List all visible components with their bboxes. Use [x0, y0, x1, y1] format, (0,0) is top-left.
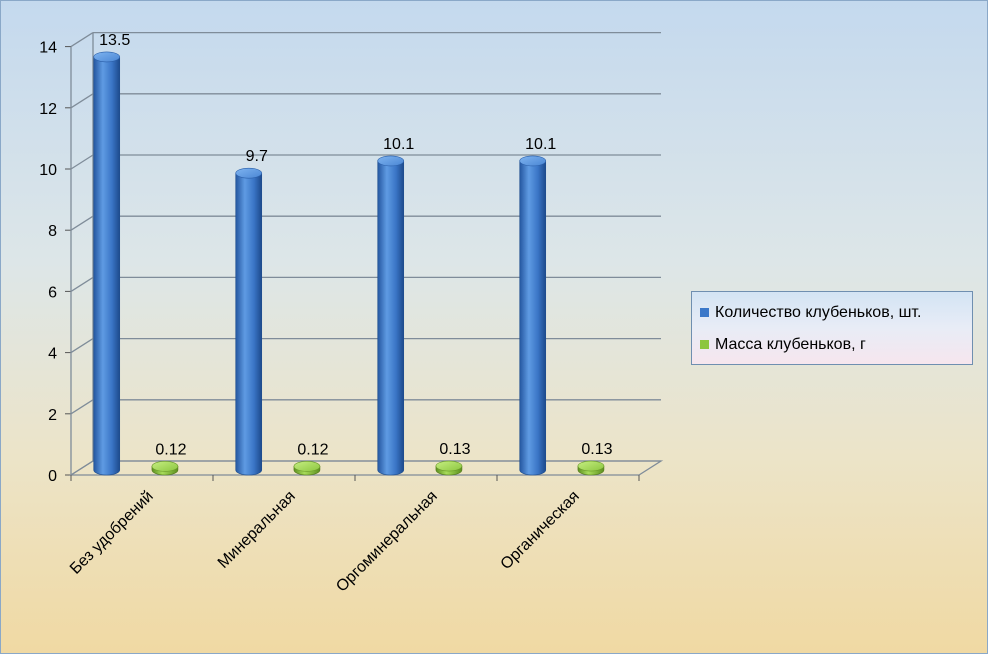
legend: Количество клубеньков, шт. Масса клубень…: [691, 291, 973, 365]
bar-0-0: [93, 51, 121, 476]
bar-0-3: [519, 155, 547, 476]
bar-top-1-2: [435, 460, 463, 472]
bar-top-0-0: [93, 51, 121, 63]
bars: [93, 51, 605, 476]
data-label-0-3: 10.1: [525, 136, 556, 153]
side-gridline-7: [70, 32, 94, 48]
ytick-label-6: 12: [39, 101, 57, 118]
bar-body-0-3: [519, 160, 547, 476]
legend-item-count: Количество клубеньков, шт.: [700, 304, 921, 322]
data-label-1-1: 0.12: [297, 441, 328, 458]
legend-swatch-mass: [700, 340, 709, 350]
data-label-0-2: 10.1: [383, 136, 414, 153]
bar-top-0-1: [235, 167, 263, 179]
bar-1-2: [435, 460, 463, 476]
data-label-0-0: 13.5: [99, 32, 130, 49]
category-label-0: Без удобрений: [67, 488, 157, 578]
ytick-label-2: 4: [48, 346, 57, 363]
bar-top-0-2: [377, 155, 405, 167]
data-label-1-0: 0.12: [155, 441, 186, 458]
legend-swatch-count: [700, 308, 709, 318]
category-label-1: Минеральная: [215, 488, 299, 572]
ytick-label-4: 8: [48, 223, 57, 240]
axes: [65, 31, 664, 481]
data-label-1-3: 0.13: [581, 441, 612, 458]
bar-body-0-0: [93, 56, 121, 476]
bar-top-1-1: [293, 461, 321, 472]
bar-top-1-3: [577, 460, 605, 472]
side-gridline-5: [70, 154, 94, 170]
bar-1-1: [293, 461, 321, 476]
bar-1-0: [151, 461, 179, 476]
side-gridline-4: [70, 215, 94, 231]
ytick-label-0: 0: [48, 468, 57, 485]
category-label-3: Органическая: [498, 488, 583, 573]
bar-0-1: [235, 167, 263, 476]
legend-label-count: Количество клубеньков, шт.: [715, 304, 922, 321]
ytick-label-7: 14: [39, 40, 57, 57]
side-gridline-2: [70, 338, 94, 354]
bar-top-1-0: [151, 461, 179, 472]
bar-body-0-1: [235, 172, 263, 476]
ytick-label-1: 2: [48, 407, 57, 424]
bar-top-0-3: [519, 155, 547, 167]
ytick-label-3: 6: [48, 284, 57, 301]
side-gridline-6: [70, 93, 94, 109]
bar-0-2: [377, 155, 405, 476]
data-label-0-1: 9.7: [246, 148, 268, 165]
legend-item-mass: Масса клубеньков, г: [700, 336, 866, 354]
bar-body-0-2: [377, 160, 405, 476]
legend-label-mass: Масса клубеньков, г: [715, 336, 866, 353]
side-gridline-3: [70, 276, 94, 292]
side-gridline-1: [70, 399, 94, 415]
category-label-2: Оргоминеральная: [333, 488, 441, 596]
data-label-1-2: 0.13: [439, 441, 470, 458]
bar-1-3: [577, 460, 605, 476]
ytick-label-5: 10: [39, 162, 57, 179]
